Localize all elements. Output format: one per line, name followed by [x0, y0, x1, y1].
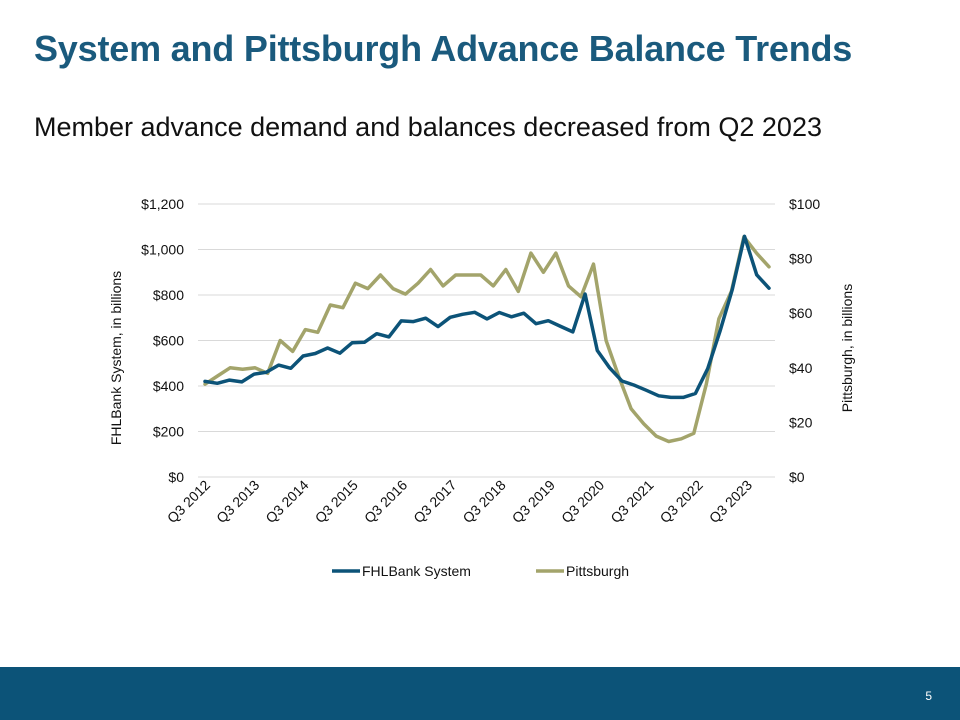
y2-tick-label: $20 — [789, 414, 813, 430]
y2-tick-label: $40 — [789, 360, 813, 376]
x-tick-label: Q3 2017 — [410, 477, 459, 526]
y2-tick-label: $60 — [789, 305, 813, 321]
x-tick-label: Q3 2016 — [361, 477, 410, 526]
y-tick-label: $200 — [153, 424, 184, 440]
footer-bar: 5 — [0, 667, 960, 720]
y-tick-label: $400 — [153, 378, 184, 394]
gridlines — [198, 203, 775, 478]
x-tick-label: Q3 2020 — [558, 477, 607, 526]
series-line-pittsburgh — [203, 235, 771, 444]
x-tick-label: Q3 2019 — [509, 477, 558, 526]
y2-tick-label: $80 — [789, 251, 813, 267]
slide-title: System and Pittsburgh Advance Balance Tr… — [34, 28, 853, 69]
y-tick-label: $800 — [153, 287, 184, 303]
page-number: 5 — [925, 689, 932, 703]
x-tick-label: Q3 2021 — [607, 477, 656, 526]
x-tick-label: Q3 2014 — [262, 477, 311, 526]
x-tick-label: Q3 2022 — [657, 477, 706, 526]
y-axis-title-right: Pittsburgh, in billions — [839, 284, 855, 412]
series-line-fhlbank-system — [203, 234, 771, 400]
x-tick-label: Q3 2015 — [312, 477, 361, 526]
y-tick-label: $1,000 — [141, 242, 184, 258]
y-axis-title-left: FHLBank System, in billions — [108, 271, 124, 445]
x-axis: Q3 2012 Q3 2013 Q3 2014 Q3 2015 Q3 2016 Q3 20… — [164, 477, 755, 526]
y-axis-left: $0 $200 $400 $600 $800 $1,000 $1,200 — [141, 196, 184, 485]
advance-balance-chart: $0$200$400$600$800$1,000$1,200 $0$20$40$… — [108, 196, 855, 579]
legend-label-pittsburgh: Pittsburgh — [566, 563, 629, 579]
legend: FHLBank System Pittsburgh — [332, 563, 629, 579]
y-tick-label: $600 — [153, 333, 184, 349]
x-tick-label: Q3 2023 — [706, 477, 755, 526]
y2-tick-label: $100 — [789, 196, 820, 212]
y-axis-right: $0 $20 $40 $60 $80 $100 — [789, 196, 820, 485]
x-tick-label: Q3 2013 — [213, 477, 262, 526]
y-tick-label: $0 — [168, 469, 184, 485]
series-lines — [203, 234, 771, 444]
y-tick-label: $1,200 — [141, 196, 184, 212]
slide-subtitle: Member advance demand and balances decre… — [34, 112, 822, 142]
y2-tick-label: $0 — [789, 469, 805, 485]
legend-label-system: FHLBank System — [362, 563, 471, 579]
x-tick-label: Q3 2018 — [459, 477, 508, 526]
